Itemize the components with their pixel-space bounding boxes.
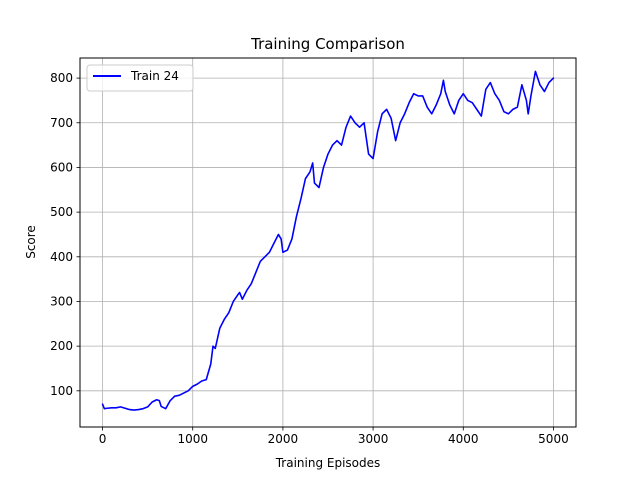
y-tick-label: 600 xyxy=(50,160,73,174)
legend: Train 24 xyxy=(86,64,194,92)
y-tick-label: 700 xyxy=(50,116,73,130)
y-tick-label: 400 xyxy=(50,250,73,264)
x-tick-label: 2000 xyxy=(268,432,299,446)
y-tick-label: 500 xyxy=(50,205,73,219)
series-line-train-24 xyxy=(101,70,555,411)
legend-box xyxy=(86,64,194,92)
x-tick-label: 0 xyxy=(99,432,107,446)
y-tick-label: 100 xyxy=(50,384,73,398)
grid-lines xyxy=(80,58,576,427)
legend-label-train-24: Train 24 xyxy=(130,69,179,83)
axis-ticks: 0 1000 2000 3000 4000 5000 100 200 300 400 500 600 7… xyxy=(50,71,569,446)
x-tick-label: 5000 xyxy=(538,432,569,446)
plot-frame xyxy=(79,57,577,428)
series-layer xyxy=(101,70,555,411)
y-tick-label: 800 xyxy=(50,71,73,85)
x-tick-label: 3000 xyxy=(358,432,389,446)
y-tick-label: 200 xyxy=(50,339,73,353)
y-tick-label: 300 xyxy=(50,294,73,308)
x-tick-label: 1000 xyxy=(177,432,208,446)
x-axis-label: Training Episodes xyxy=(275,456,381,470)
chart-title: Training Comparison xyxy=(250,35,405,53)
x-tick-label: 4000 xyxy=(448,432,479,446)
y-axis-label: Score xyxy=(24,225,38,259)
